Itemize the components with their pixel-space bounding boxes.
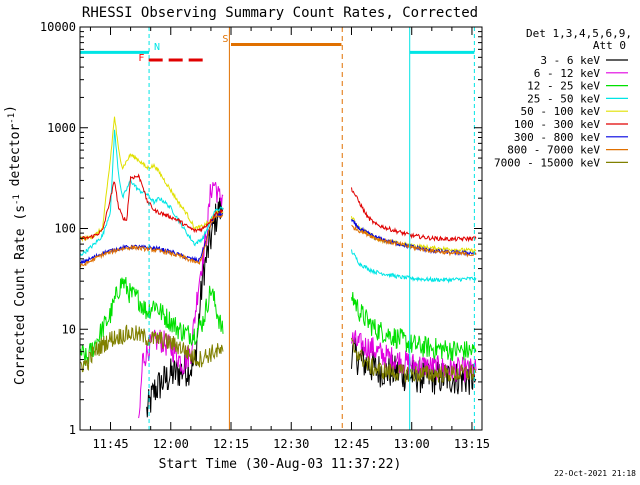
y-tick-label: 1000 (47, 121, 76, 135)
x-tick-label: 12:00 (153, 437, 189, 451)
x-axis-label: Start Time (30-Aug-03 11:37:22) (159, 457, 402, 472)
series-line-8-seg1 (79, 213, 224, 268)
legend-label-9: 7000 - 15000 keV (494, 156, 600, 169)
x-tick-label: 12:15 (213, 437, 249, 451)
y-tick-label: 100 (54, 222, 76, 236)
series-line-5-seg1 (79, 116, 224, 243)
series-line-6-seg1 (80, 173, 224, 242)
series-line-6-seg2 (351, 187, 477, 243)
series-line-3-seg2 (351, 291, 477, 362)
series-line-9-seg1 (80, 324, 224, 373)
x-tick-label: 12:45 (333, 437, 369, 451)
flags: NF S (138, 34, 228, 64)
x-tick-label: 12:30 (273, 437, 309, 451)
series-line-2-seg2 (351, 330, 477, 383)
series-line-4-seg1 (79, 129, 224, 257)
series-line-2-seg1 (138, 182, 224, 419)
legend-header-line-1: Det 1,3,4,5,6,9, (526, 27, 632, 40)
series-line-1-seg1 (146, 197, 224, 418)
series-line-4-seg2 (351, 249, 477, 284)
x-tick-label: 13:15 (454, 437, 490, 451)
legend-label-5: 50 - 100 keV (521, 105, 601, 118)
y-tick-label: 1 (69, 423, 76, 437)
y-axis-label: Corrected Count Rate (s-1 detector-1) (3, 105, 28, 385)
chart-title: RHESSI Observing Summary Count Rates, Co… (82, 5, 478, 21)
y-tick-label: 10000 (40, 20, 76, 34)
series-line-3-seg1 (79, 276, 224, 366)
legend-label-7: 300 - 800 keV (514, 131, 600, 144)
legend-label-1: 3 - 6 keV (540, 54, 600, 67)
legend-label-4: 25 - 50 keV (527, 92, 600, 105)
series-line-8-seg2 (351, 224, 477, 258)
x-tick-label: 11:45 (92, 437, 128, 451)
x-tick-label: 13:00 (394, 437, 430, 451)
flag-s: S (222, 34, 228, 45)
y-tick-label: 10 (62, 322, 76, 336)
axis-ticks: 1 10 100 1000 10000 11:45 12:00 12:15 12:30 12:45… (40, 20, 490, 451)
legend-label-2: 6 - 12 keV (534, 67, 601, 80)
flag-n: N (154, 42, 160, 53)
flag-f: F (138, 53, 144, 64)
timestamp: 22-Oct-2021 21:18 (554, 469, 636, 478)
legend-label-8: 800 - 7000 keV (507, 144, 600, 157)
series-line-9-seg2 (351, 337, 477, 383)
legend-label-6: 100 - 300 keV (514, 118, 600, 131)
legend-header-line-2: Att 0 (593, 39, 626, 52)
plot-lines (79, 116, 477, 419)
legend-label-3: 12 - 25 keV (527, 80, 600, 93)
